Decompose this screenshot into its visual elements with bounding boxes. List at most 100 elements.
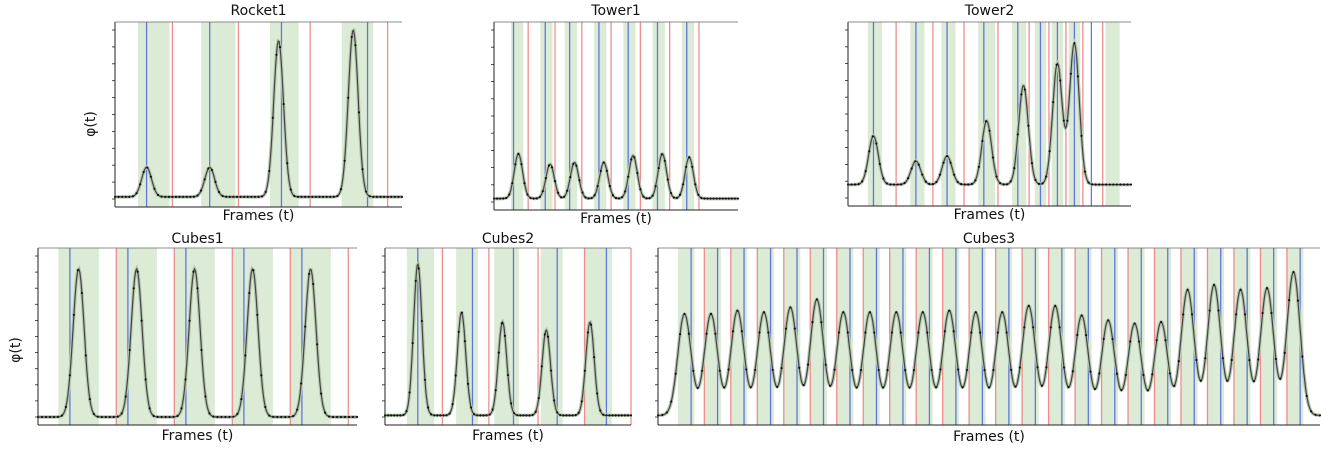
sample-point — [372, 195, 375, 198]
sample-point — [824, 363, 827, 366]
sample-point — [460, 311, 463, 314]
sample-point — [1105, 183, 1108, 186]
sample-point — [1186, 288, 1189, 291]
sample-point — [553, 399, 556, 402]
sample-point — [329, 195, 332, 198]
sample-point — [72, 313, 75, 316]
sample-point — [1034, 178, 1037, 182]
sample-point — [124, 195, 127, 198]
sample-point — [970, 182, 973, 186]
sample-point — [288, 415, 291, 419]
x-axis-label: Frames (t) — [953, 429, 1025, 445]
sample-point — [164, 415, 167, 419]
sample-point — [76, 269, 79, 272]
sample-point — [264, 405, 267, 409]
sample-point — [949, 161, 952, 164]
sample-point — [899, 331, 902, 334]
sample-point — [1045, 175, 1048, 178]
sample-point — [343, 159, 346, 162]
sample-point — [977, 165, 980, 169]
sample-point — [995, 175, 998, 178]
sample-point — [289, 188, 292, 191]
sample-point — [200, 348, 203, 352]
sample-point — [423, 378, 427, 381]
sample-point — [599, 169, 602, 172]
sample-point — [917, 163, 920, 166]
sample-point — [1009, 180, 1012, 183]
sample-point — [325, 195, 328, 198]
sample-point — [639, 188, 642, 191]
sample-point — [1027, 124, 1030, 127]
sample-point — [1274, 357, 1277, 361]
sample-point — [694, 183, 697, 186]
sample-point — [196, 287, 199, 290]
sample-point — [257, 195, 260, 198]
sample-point — [703, 197, 706, 200]
sample-point — [1129, 183, 1133, 186]
sample-point — [992, 368, 995, 372]
sample-point — [666, 178, 669, 181]
sample-point — [999, 182, 1002, 185]
sample-point — [935, 180, 938, 184]
phi-curve — [494, 152, 738, 200]
sample-point — [544, 177, 547, 180]
sample-point — [974, 179, 977, 182]
sample-point — [331, 415, 335, 419]
sample-point — [148, 407, 151, 410]
sample-point — [829, 384, 832, 387]
sample-point — [1040, 384, 1044, 387]
sample-point — [296, 408, 299, 411]
sample-point — [144, 378, 147, 381]
sample-point — [400, 195, 404, 198]
sample-point — [1005, 331, 1008, 334]
panel-title: Rocket1 — [231, 3, 287, 19]
sample-point — [339, 415, 343, 419]
sample-point — [1101, 183, 1104, 186]
sample-point — [216, 415, 219, 419]
sample-point — [942, 161, 945, 164]
sample-point — [881, 386, 885, 389]
sample-point — [1133, 322, 1136, 325]
sample-point — [146, 166, 149, 169]
sample-point — [411, 341, 414, 345]
green-band — [290, 248, 331, 425]
green-band — [174, 248, 215, 425]
sample-point — [776, 385, 779, 388]
sample-point — [168, 415, 171, 419]
sample-point — [965, 368, 969, 372]
sample-point — [621, 196, 624, 199]
sample-point — [1199, 379, 1202, 382]
green-band — [810, 248, 827, 425]
sample-point — [217, 190, 221, 194]
sample-point — [1066, 119, 1069, 122]
sample-point — [921, 311, 924, 314]
sample-point — [559, 413, 562, 417]
sample-point — [1093, 387, 1097, 391]
sample-point — [160, 195, 163, 198]
sample-point — [314, 195, 317, 198]
sample-point — [983, 368, 986, 372]
sample-point — [135, 192, 138, 195]
sample-point — [1089, 370, 1092, 373]
sample-point — [68, 374, 71, 377]
sample-point — [577, 411, 580, 414]
sample-point — [48, 415, 52, 419]
sample-point — [149, 175, 152, 178]
sample-point — [617, 414, 620, 417]
sample-point — [497, 351, 500, 354]
sample-point — [1120, 389, 1123, 392]
sample-point — [724, 197, 727, 200]
sample-point — [278, 45, 282, 49]
sample-point — [128, 348, 131, 352]
sample-point — [547, 164, 551, 167]
sample-point — [736, 197, 740, 200]
sample-point — [252, 269, 255, 272]
sample-point — [508, 193, 511, 196]
sample-point — [343, 415, 347, 419]
sample-point — [1037, 182, 1041, 185]
sample-point — [565, 414, 568, 417]
sample-point — [293, 194, 296, 198]
sample-point — [1094, 183, 1097, 186]
sample-point — [365, 190, 368, 193]
